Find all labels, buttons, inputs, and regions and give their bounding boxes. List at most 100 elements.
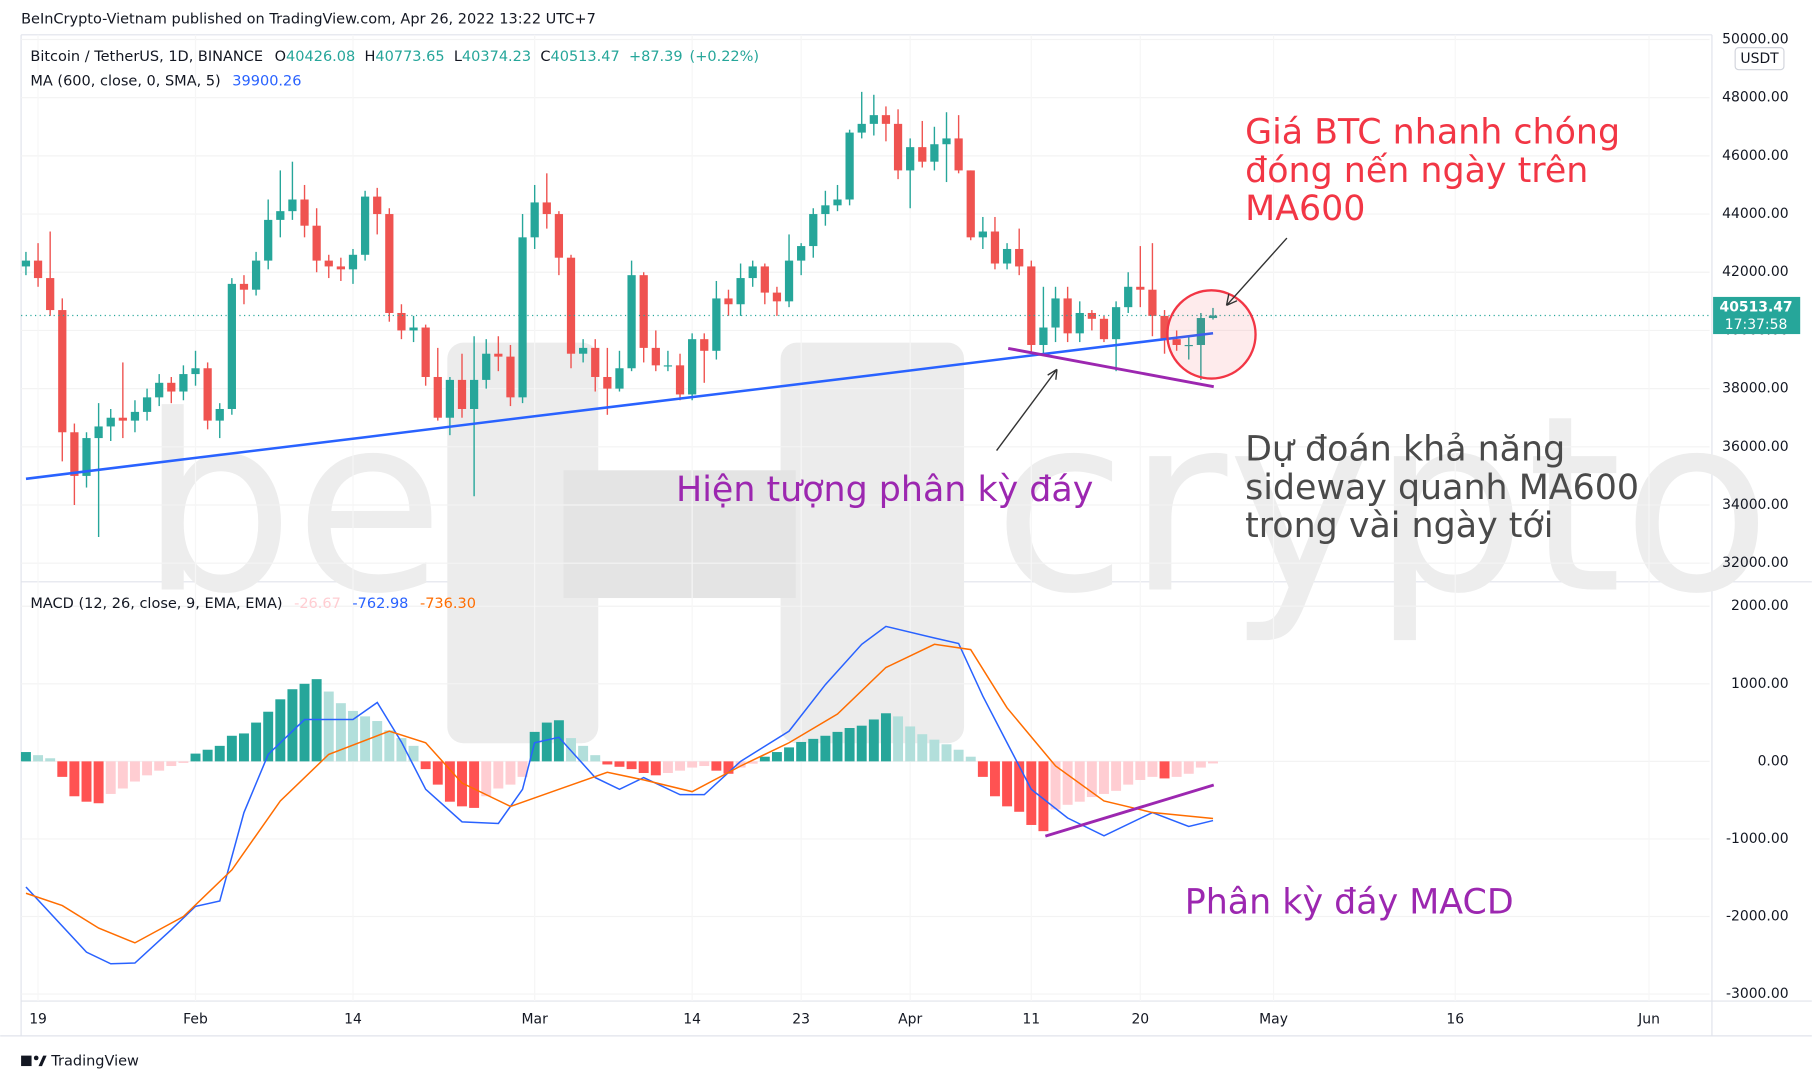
histogram-bar: [1135, 761, 1146, 780]
symbol: Bitcoin / TetherUS, 1D, BINANCE: [30, 49, 263, 65]
histogram-bar: [856, 725, 867, 762]
candle-body: [130, 411, 140, 421]
histogram-bar: [117, 761, 128, 789]
ma-name: MA (600, close, 0, SMA, 5): [30, 73, 220, 89]
candle-body: [906, 147, 915, 171]
histogram-bar: [735, 761, 746, 768]
histogram-bar: [323, 691, 334, 762]
brand-icon: [33, 1055, 39, 1061]
histogram-bar: [820, 735, 831, 762]
x-tick-label: 16: [1446, 1012, 1464, 1028]
candle-body: [663, 365, 673, 367]
x-tick-label: Apr: [898, 1012, 922, 1028]
histogram-bar: [602, 761, 613, 765]
candle-body: [433, 376, 442, 418]
candle-body: [1208, 315, 1218, 319]
histogram-bar: [614, 761, 625, 767]
candle-body: [82, 438, 91, 476]
candle-body: [300, 199, 309, 226]
candle-body: [978, 231, 987, 238]
histogram-bar: [808, 738, 819, 762]
histogram-bar: [1014, 761, 1025, 812]
annotation: Dự đoán khả năng: [1245, 430, 1565, 470]
histogram-bar: [20, 752, 31, 762]
candle-body: [930, 144, 939, 162]
candle-body: [142, 397, 152, 412]
brand-icon: [38, 1055, 47, 1067]
candle-body: [942, 138, 951, 145]
candle-body: [639, 275, 648, 348]
candle-body: [954, 138, 963, 171]
histogram-bar: [129, 761, 140, 782]
candle-body: [1063, 298, 1072, 334]
candle-body: [760, 266, 769, 293]
histogram-bar: [723, 761, 734, 774]
candle-body: [651, 347, 660, 366]
candle-body: [700, 339, 709, 351]
histogram-bar: [57, 761, 68, 777]
candle-body: [251, 260, 261, 290]
histogram-bar: [1183, 761, 1194, 774]
annotation: Hiện tượng phân kỳ đáy: [676, 470, 1093, 510]
candle-body: [33, 260, 43, 279]
histogram-bar: [1002, 761, 1013, 807]
candle-body: [518, 237, 527, 398]
histogram-bar: [590, 755, 601, 762]
histogram-bar: [166, 761, 177, 767]
y-tick-label: 50000.00: [1722, 31, 1788, 47]
candle-body: [881, 115, 891, 124]
histogram-value: -26.67: [294, 596, 341, 612]
histogram-bar: [493, 761, 504, 789]
histogram-bar: [699, 761, 710, 767]
ohlc-label: L: [454, 49, 462, 65]
candle-body: [542, 202, 551, 215]
candle-body: [797, 246, 806, 261]
histogram-bar: [711, 761, 722, 771]
y-tick-label: 48000.00: [1722, 90, 1788, 106]
x-tick-label: 14: [683, 1012, 701, 1028]
histogram-bar: [154, 761, 165, 771]
ohlc-value: 40426.08: [286, 49, 355, 65]
x-tick-label: 19: [29, 1012, 47, 1028]
annotation: Giá BTC nhanh chóng: [1245, 113, 1620, 153]
candle-body: [1015, 248, 1024, 267]
histogram-bar: [638, 761, 649, 773]
candle-body: [94, 426, 103, 439]
annotation: sideway quanh MA600: [1245, 468, 1639, 508]
histogram-bar: [953, 749, 964, 762]
watermark-logo: [563, 470, 796, 599]
legend: Bitcoin / TetherUS, 1D, BINANCE O40426.0…: [30, 49, 759, 65]
candle-body: [106, 417, 115, 427]
candle-body: [167, 382, 176, 392]
histogram-bar: [529, 731, 540, 762]
candle-body: [918, 147, 927, 162]
histogram-bar: [1086, 761, 1097, 798]
candle-body: [857, 123, 866, 133]
histogram-bar: [226, 735, 237, 762]
histogram-bar: [1111, 761, 1122, 791]
candle-body: [1111, 307, 1121, 340]
candle-body: [591, 347, 600, 377]
candle-body: [506, 356, 515, 398]
histogram-bar: [796, 741, 807, 762]
candle-body: [360, 196, 370, 255]
histogram-bar: [69, 761, 80, 797]
histogram-bar: [1062, 761, 1073, 805]
histogram-bar: [505, 761, 516, 785]
ohlc-value: 40773.65: [375, 49, 444, 65]
histogram-bar: [396, 738, 407, 762]
histogram-bar: [81, 761, 92, 802]
watermark-logo: [447, 342, 599, 744]
candle-body: [179, 374, 188, 392]
y-tick-label: 34000.00: [1722, 497, 1788, 513]
y-tick-label: 36000.00: [1722, 439, 1788, 455]
candle-body: [409, 327, 418, 331]
candle-body: [603, 376, 612, 389]
histogram-bar: [239, 733, 249, 762]
ohlc-label: H: [365, 49, 376, 65]
divergence-line: [1044, 783, 1215, 838]
publisher: BeInCrypto-Vietnam published on TradingV…: [21, 12, 596, 28]
candle-body: [1124, 286, 1133, 308]
candle-body: [1160, 315, 1169, 340]
candle-body: [336, 266, 345, 270]
